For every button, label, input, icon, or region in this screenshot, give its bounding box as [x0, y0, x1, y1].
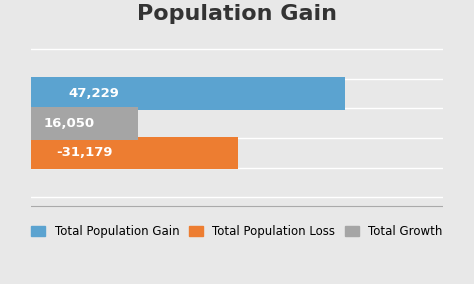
Bar	[31, 107, 137, 139]
Legend: Total Population Gain, Total Population Loss, Total Growth: Total Population Gain, Total Population …	[27, 220, 447, 243]
Title: Population Gain: Population Gain	[137, 4, 337, 24]
Text: -31,179: -31,179	[56, 146, 112, 159]
Bar	[31, 137, 238, 169]
Text: 47,229: 47,229	[69, 87, 119, 100]
Bar	[31, 77, 345, 110]
Text: 16,050: 16,050	[44, 117, 95, 130]
